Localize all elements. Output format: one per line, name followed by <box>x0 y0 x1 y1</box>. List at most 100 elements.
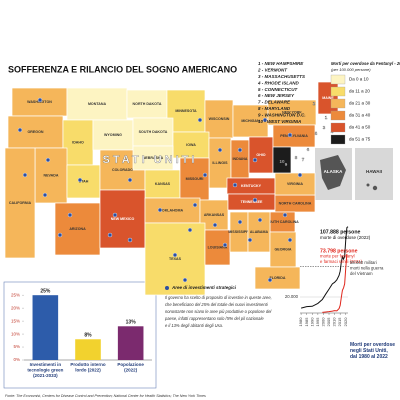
state-label: MINNESOTA <box>175 109 197 113</box>
annotation: 107.888 persone <box>320 229 360 235</box>
value-label: 8% <box>84 333 92 339</box>
map-number: 1 <box>325 115 328 120</box>
state-label: NORTH DAKOTA <box>133 102 162 106</box>
legend-swatch <box>330 86 346 97</box>
state <box>254 266 301 290</box>
state <box>62 119 94 166</box>
state-label: MAINE <box>322 96 334 100</box>
x-tick-label: 1980 <box>298 317 303 327</box>
investment-dot <box>77 177 83 183</box>
state-label: WISCONSIN <box>209 117 230 121</box>
state-list-item: 6 - NEW JERSEY <box>258 93 295 98</box>
x-tick-label: 2010 <box>332 317 337 327</box>
bar <box>32 295 59 360</box>
dots-legend-label: Aree di investimenti strategici <box>171 285 237 290</box>
line-series <box>322 253 348 313</box>
investment-dot <box>22 172 28 178</box>
state-list-item: 1 - NEW HAMPSHIRE <box>258 61 304 66</box>
investment-dot <box>45 157 51 163</box>
state-label: SOUTH CAROLINA <box>266 220 299 224</box>
state-label: NORTH CAROLINA <box>279 201 312 205</box>
investment-dot <box>287 237 293 243</box>
inset-label: HAWAII <box>366 169 382 174</box>
state-label: VIRGINIA <box>287 182 303 186</box>
x-tick-label: 2020 <box>343 317 348 327</box>
map-number: 7 <box>302 157 305 162</box>
investment-dot <box>182 277 188 283</box>
investment-dot <box>247 237 253 243</box>
state-label: NEBRASKA <box>143 156 164 160</box>
investment-dot <box>187 227 193 233</box>
state <box>34 147 68 204</box>
source: Fonte: The Economist, Centers for Diseas… <box>5 394 206 398</box>
state-list-item: 3 - MASSACHUSETTS <box>258 74 305 79</box>
y-tick-label: 20.000 <box>285 294 299 299</box>
legend-label: da 41 a 50 <box>349 125 371 130</box>
investment-dot <box>222 242 228 248</box>
legend-swatch <box>330 134 346 145</box>
state-label: CALIFORNIA <box>9 201 32 205</box>
state-label: UTAH <box>79 179 89 183</box>
legend-label: da 11 a 20 <box>349 89 370 94</box>
state-label: NEW MEXICO <box>111 217 135 221</box>
investment-dot <box>67 212 73 218</box>
investment-dot <box>37 97 43 103</box>
x-tick-label: 1985 <box>304 317 309 327</box>
x-tick-label: 2005 <box>326 317 331 327</box>
legend-swatch <box>330 98 346 109</box>
annotation: morte di overdose (2022) <box>320 235 371 240</box>
investment-dot <box>57 232 63 238</box>
x-tick-label: 1990 <box>309 317 314 327</box>
investment-dot <box>212 222 218 228</box>
state-label: IDAHO <box>72 140 84 144</box>
state <box>66 164 101 199</box>
country-label: STATI UNITI <box>103 154 198 166</box>
x-tick-label: Popolazione (2022) <box>117 362 144 373</box>
title: SOFFERENZA E RILANCIO DEL SOGNO AMERICAN… <box>8 64 237 74</box>
state-label: OHIO <box>256 153 265 157</box>
state <box>7 115 64 149</box>
state-list-item: 4 - RHODE ISLAND <box>257 80 300 85</box>
state-label: GEORGIA <box>275 247 292 251</box>
note-line: e il 13% degli abitanti degli Usa. <box>165 323 223 328</box>
map-number: 5 <box>315 131 318 136</box>
value-label: 13% <box>126 320 137 326</box>
state <box>272 124 316 148</box>
state-label: SOUTH DAKOTA <box>139 130 168 134</box>
state-label: KENTUCKY <box>241 184 262 188</box>
investment-dot <box>257 217 263 223</box>
investment-dot <box>282 212 288 218</box>
investment-dot <box>232 182 238 188</box>
x-tick-label: 2000 <box>321 317 326 327</box>
legend-swatch <box>330 74 346 85</box>
state-list-item: 10 - WEST VIRGINIA <box>258 119 301 124</box>
annotation: 73.798 persone <box>320 248 358 254</box>
investment-dot <box>202 172 208 178</box>
state-label: ILLINOIS <box>212 161 228 165</box>
investment-dot <box>127 177 133 183</box>
inset-label: ALASKA <box>324 169 343 174</box>
map-number: 3 <box>323 125 326 130</box>
investment-dot <box>157 207 163 213</box>
legend-label: da 51 a 75 <box>349 137 371 142</box>
legend-subtitle: (per 100.000 persone) <box>331 67 371 72</box>
state-label: MICHIGAN <box>241 119 260 123</box>
state-label: ARIZONA <box>69 227 86 231</box>
state-label: LOUISIANA <box>208 245 228 249</box>
state-label: ALABAMA <box>250 230 269 234</box>
investment-dot <box>127 237 133 243</box>
map-number: 2 <box>313 101 316 106</box>
chart-title: Morti per overdose negli Stati Uniti, dal … <box>350 342 395 360</box>
bar-panel <box>3 281 157 389</box>
state-label: NEVADA <box>44 173 59 177</box>
state <box>92 119 134 151</box>
investment-dot <box>217 147 223 153</box>
y-tick-label: 15% <box>11 318 20 323</box>
map-number: 9 <box>285 162 288 167</box>
legend-swatch <box>330 110 346 121</box>
state-label: MISSISSIPPI <box>228 230 249 234</box>
state-label: KANSAS <box>155 182 171 186</box>
investment-dot <box>237 219 243 225</box>
investment-dot <box>237 147 243 153</box>
